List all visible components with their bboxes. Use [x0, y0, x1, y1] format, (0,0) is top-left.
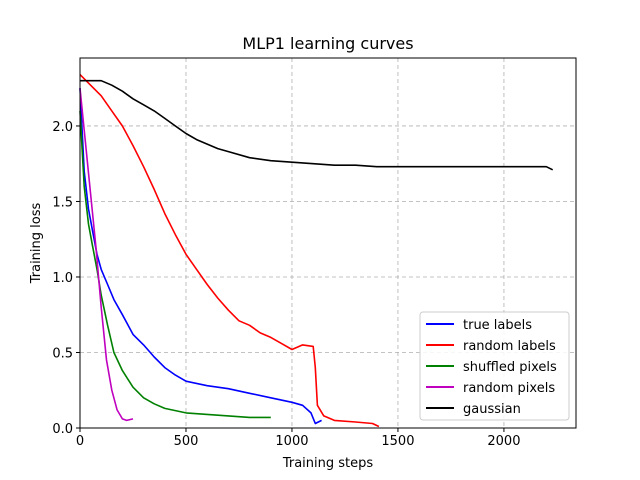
chart-title: MLP1 learning curves	[242, 34, 413, 53]
legend-box	[419, 311, 570, 421]
series-line-gaussian	[80, 79, 554, 171]
y-tick-label: 1.5	[52, 195, 73, 210]
x-tick-label: 0	[76, 434, 84, 449]
x-tick-label: 1000	[275, 434, 308, 449]
x-axis-title: Training steps	[282, 456, 374, 471]
series-line-random-pixels	[79, 88, 134, 422]
x-tick-label: 2000	[487, 434, 520, 449]
x-tick-label: 500	[174, 434, 199, 449]
y-tick-label: 0.5	[52, 346, 73, 361]
y-tick-label: 2.0	[52, 120, 73, 135]
legend-label-random-pixels: random pixels	[463, 381, 555, 396]
axis-ticks: 0 500 1000 1500 2000 0.0 0.5 1.0 1.5 2.0	[52, 120, 520, 449]
plot-frame	[79, 57, 577, 429]
legend-label-gaussian: gaussian	[463, 402, 521, 417]
x-tick-label: 1500	[381, 434, 414, 449]
y-tick-label: 0.0	[52, 422, 73, 437]
series-line-random-labels	[79, 74, 380, 428]
y-tick-label: 1.0	[52, 271, 73, 286]
series-line-shuffled-pixels	[79, 110, 271, 419]
legend: true labels random labels shuffled pixels r…	[419, 311, 570, 421]
y-axis-title: Training loss	[29, 203, 44, 285]
legend-label-shuffled-pixels: shuffled pixels	[463, 360, 557, 375]
legend-label-random-labels: random labels	[463, 339, 556, 354]
legend-label-true-labels: true labels	[463, 318, 532, 333]
series-lines	[79, 74, 554, 428]
